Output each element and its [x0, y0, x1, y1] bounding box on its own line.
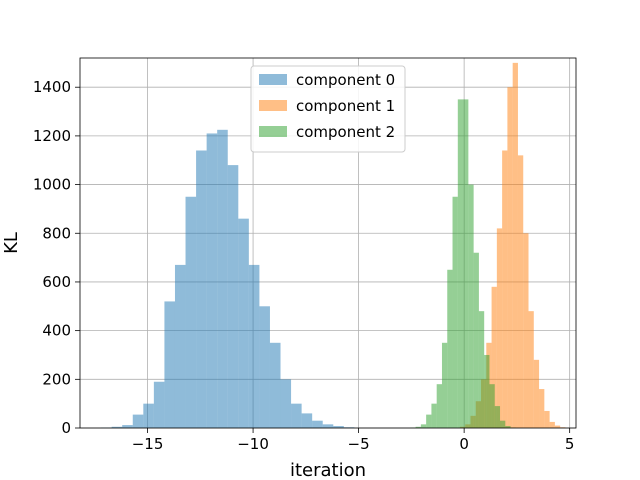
histogram-bar: [238, 218, 249, 428]
histogram-bar: [484, 354, 490, 428]
histogram-bar: [478, 311, 485, 428]
histogram-bar: [549, 421, 555, 428]
histogram-bar: [494, 406, 501, 428]
histogram-bar: [505, 426, 511, 428]
legend: component 0 component 1 component 2: [250, 65, 406, 153]
histogram-bar: [132, 414, 144, 428]
legend-swatch: [259, 74, 287, 85]
histogram-bar: [523, 233, 529, 428]
y-tick-label: 800: [42, 224, 71, 242]
legend-label: component 2: [296, 123, 395, 141]
histogram-bar: [333, 426, 344, 428]
bars: [101, 62, 566, 429]
histogram-bar: [502, 150, 508, 428]
histogram-bar: [322, 424, 334, 428]
legend-swatch: [259, 100, 287, 111]
histogram-bar: [463, 99, 469, 428]
histogram-bar: [291, 403, 302, 428]
histogram-bar: [507, 87, 513, 429]
histogram-bar: [500, 420, 506, 428]
histogram-bar: [312, 420, 323, 428]
histogram-bar: [174, 264, 186, 428]
histogram-bar: [447, 269, 453, 428]
x-tick-label: 5: [565, 435, 575, 453]
histogram-bar: [122, 425, 133, 428]
y-axis-label: KL: [1, 232, 22, 254]
y-tick-label: 0: [61, 419, 71, 437]
histogram-bar: [533, 359, 540, 428]
histogram-bar: [280, 379, 292, 428]
histogram-bar: [496, 228, 503, 428]
histogram-bar: [143, 403, 154, 428]
legend-box: [250, 65, 406, 153]
series-0-bars: [101, 129, 355, 429]
y-tick-label: 200: [42, 370, 71, 388]
histogram-bar: [248, 264, 260, 428]
x-tick-label: −10: [237, 435, 269, 453]
series-2-bars: [410, 99, 516, 428]
histogram-bar: [457, 99, 464, 428]
histogram-bar: [259, 306, 270, 428]
histogram-bar: [185, 196, 197, 428]
histogram-bar: [473, 252, 479, 428]
histogram-bar: [517, 155, 524, 429]
histogram-bar: [436, 384, 442, 428]
histogram-bar: [426, 414, 432, 428]
histogram-bar: [153, 381, 165, 428]
legend-label: component 1: [296, 97, 395, 115]
x-tick-label: −5: [348, 435, 370, 453]
histogram-bar: [489, 384, 495, 428]
y-tick-label: 400: [42, 322, 71, 340]
histogram-bar: [227, 165, 239, 428]
x-tick-label: 0: [459, 435, 469, 453]
ticks: −15 −10 −5 0 5 0 200 400 600 800 1000 1200 1400: [33, 78, 575, 453]
histogram-bar: [491, 286, 497, 428]
histogram-bar: [452, 196, 458, 428]
histogram-bar: [420, 424, 427, 428]
x-axis-label: iteration: [290, 460, 366, 480]
histogram-bar: [269, 342, 281, 428]
y-tick-label: 1200: [33, 127, 71, 145]
histogram-bar: [512, 62, 518, 429]
histogram-bar: [111, 426, 123, 428]
histogram-bar: [539, 389, 545, 428]
legend-label: component 0: [296, 71, 395, 89]
legend-swatch: [259, 126, 287, 137]
plot-frame: [79, 57, 577, 429]
histogram-bar: [544, 410, 550, 428]
histogram-bar: [441, 342, 448, 428]
histogram-bar: [415, 426, 421, 428]
histogram-bar: [196, 150, 207, 428]
histogram-bar: [528, 311, 534, 428]
x-tick-label: −15: [132, 435, 164, 453]
histogram-bar: [217, 129, 228, 428]
y-tick-label: 1000: [33, 176, 71, 194]
histogram-bar: [431, 403, 437, 428]
histogram-bar: [164, 301, 175, 428]
histogram-bar: [301, 413, 313, 428]
y-tick-label: 600: [42, 273, 71, 291]
y-tick-label: 1400: [33, 78, 71, 96]
histogram-bar: [206, 133, 218, 429]
histogram-bar: [468, 184, 474, 428]
histogram-bar: [554, 425, 561, 428]
